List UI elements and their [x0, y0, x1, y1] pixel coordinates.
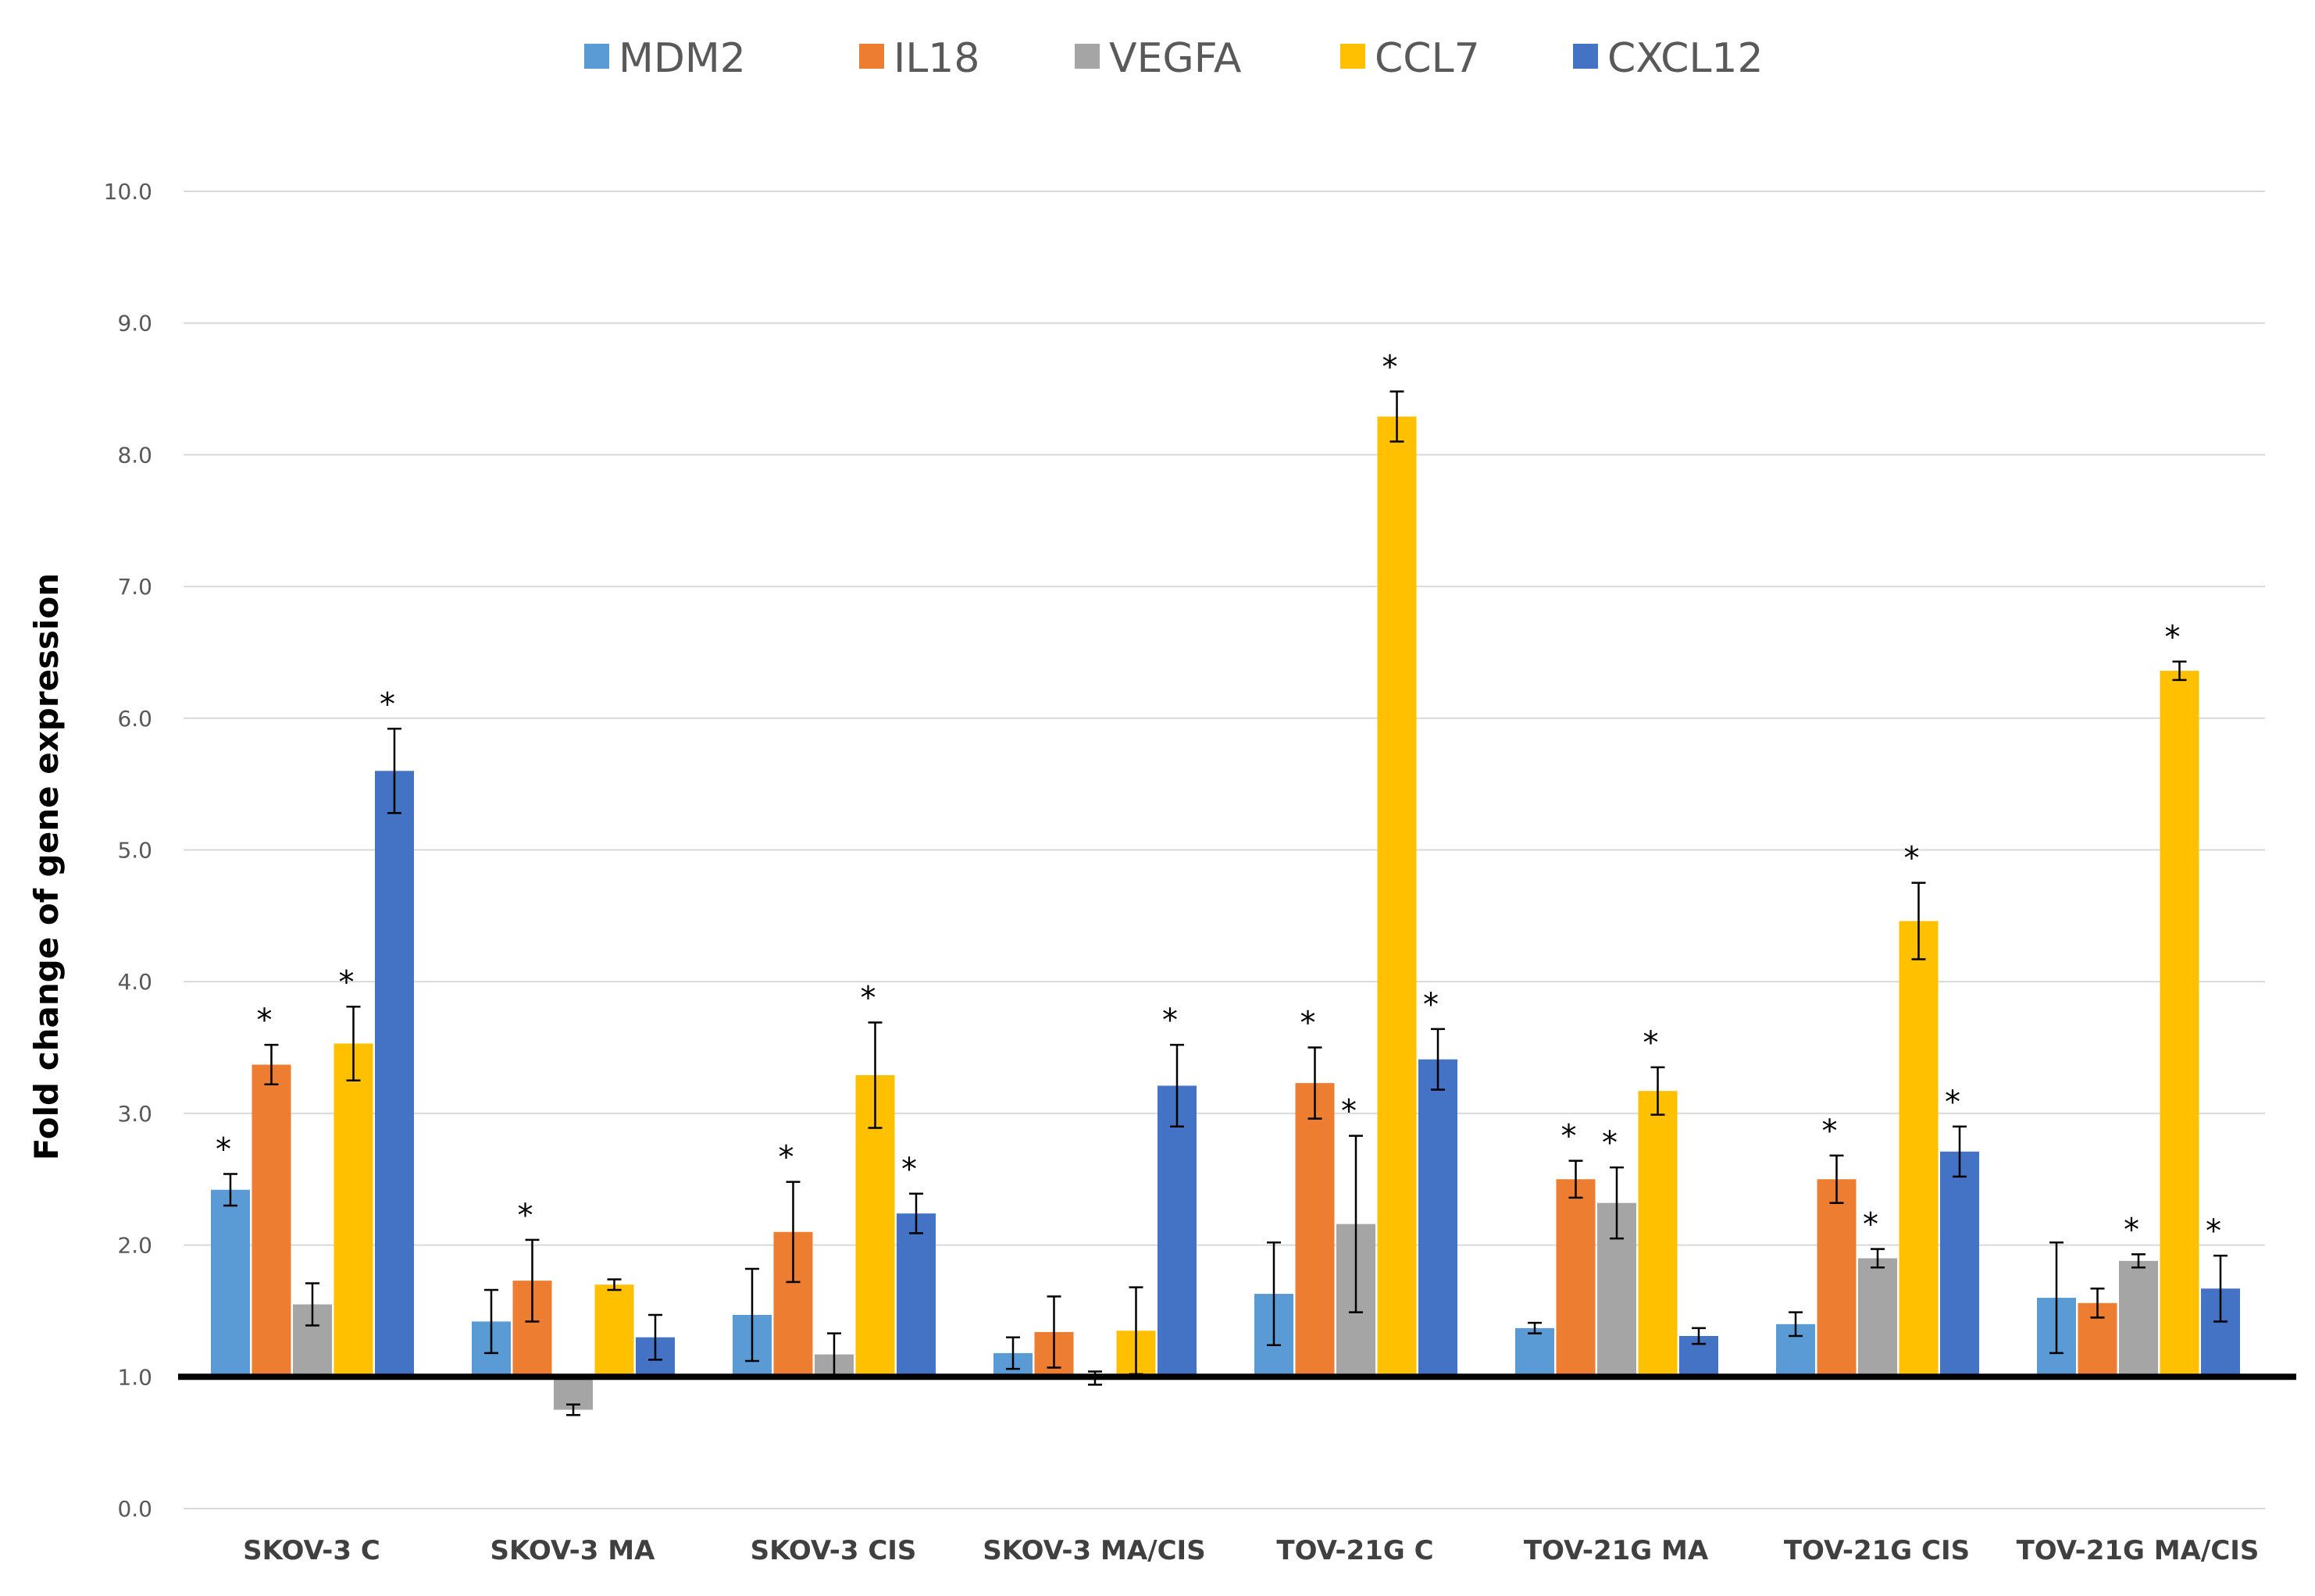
bar-il18-1 [251, 1064, 291, 1377]
bars [211, 416, 2240, 1410]
significance-star: * [1863, 1207, 1878, 1243]
legend-swatch-vegfa [1075, 44, 1100, 69]
significance-star: * [1602, 1125, 1618, 1161]
legend-label-mdm2: MDM2 [619, 35, 746, 82]
legend-swatch-cxcl12 [1573, 44, 1598, 69]
y-tick-label: 10.0 [104, 179, 152, 205]
x-tick-label: TOV-21G CIS [1784, 1535, 1970, 1566]
significance-star: * [2165, 619, 2181, 655]
x-tick-label: SKOV-3 C [243, 1535, 380, 1566]
y-tick-label: 3.0 [117, 1101, 152, 1127]
significance-star: * [1643, 1025, 1659, 1061]
bar-ccl7-7 [1899, 921, 1939, 1377]
y-tick-label: 0.0 [117, 1496, 152, 1522]
y-axis-ticks: 0.0 1.0 2.0 3.0 4.0 5.0 6.0 7.0 8.0 9.0 10.0 [104, 179, 152, 1522]
legend-swatch-mdm2 [584, 44, 609, 69]
significance-star: * [1162, 1003, 1178, 1038]
bar-ccl7-1 [334, 1043, 373, 1377]
bar-ccl7-5 [1377, 416, 1417, 1377]
y-tick-label: 7.0 [117, 574, 152, 600]
significance-star: * [1382, 349, 1398, 385]
significance-star: * [1904, 841, 1920, 877]
significance-star: * [1300, 1006, 1316, 1042]
bar-ccl7-8 [2160, 671, 2199, 1377]
significance-star: * [257, 1003, 273, 1038]
legend-swatch-il18 [859, 44, 884, 69]
bar-cxcl12-7 [1940, 1151, 1979, 1377]
significance-star: * [339, 964, 355, 1000]
bar-vegfa-8 [2119, 1260, 2158, 1377]
x-tick-label: SKOV-3 CIS [751, 1535, 917, 1566]
bar-cxcl12-1 [375, 771, 414, 1377]
bar-il18-5 [1295, 1083, 1335, 1377]
significance-star: * [779, 1140, 794, 1176]
significance-star: * [216, 1132, 231, 1168]
bar-cxcl12-3 [897, 1213, 936, 1377]
y-tick-label: 9.0 [117, 311, 152, 337]
significance-star: * [2124, 1212, 2139, 1248]
legend-label-il18: IL18 [894, 35, 979, 82]
y-tick-label: 6.0 [117, 706, 152, 732]
y-tick-label: 2.0 [117, 1233, 152, 1259]
significance-star: * [1561, 1119, 1577, 1155]
x-tick-label: SKOV-3 MA [490, 1535, 656, 1566]
legend-label-ccl7: CCL7 [1375, 35, 1480, 82]
significance-star: * [861, 980, 876, 1016]
y-tick-label: 5.0 [117, 838, 152, 864]
bar-cxcl12-4 [1158, 1085, 1197, 1377]
bar-ccl7-6 [1638, 1091, 1678, 1377]
legend-label-cxcl12: CXCL12 [1607, 35, 1764, 82]
significance-star: * [901, 1152, 917, 1188]
x-tick-label: SKOV-3 MA/CIS [983, 1535, 1205, 1566]
significance-star: * [1341, 1094, 1357, 1130]
legend-label-vegfa: VEGFA [1109, 35, 1242, 82]
bar-vegfa-7 [1858, 1258, 1897, 1377]
significance-star: * [2206, 1213, 2221, 1249]
x-tick-label: TOV-21G MA [1524, 1535, 1709, 1566]
legend-swatch-ccl7 [1340, 44, 1365, 69]
bar-mdm2-6 [1515, 1327, 1554, 1377]
x-axis-labels: SKOV-3 C SKOV-3 MA SKOV-3 CIS SKOV-3 MA/CIS… [243, 1535, 2259, 1566]
bar-ccl7-2 [594, 1284, 634, 1377]
significance-markers: * * * * * * * * * * * * * * * * * * * * * * * [216, 349, 2221, 1249]
y-tick-label: 1.0 [117, 1364, 152, 1390]
bar-il18-6 [1556, 1179, 1596, 1377]
error-bars [223, 390, 2228, 1416]
significance-star: * [380, 686, 395, 722]
significance-star: * [518, 1198, 533, 1234]
y-axis-title: Fold change of gene expression [27, 573, 66, 1160]
bar-mdm2-1 [211, 1189, 250, 1377]
significance-star: * [1822, 1113, 1838, 1149]
legend: MDM2 IL18 VEGFA CCL7 CXCL12 [584, 35, 1764, 82]
x-tick-label: TOV-21G MA/CIS [2017, 1535, 2260, 1566]
bar-il18-7 [1817, 1179, 1857, 1377]
bar-cxcl12-5 [1418, 1059, 1457, 1377]
significance-star: * [1945, 1085, 1960, 1120]
significance-star: * [1423, 987, 1439, 1023]
y-tick-label: 8.0 [117, 442, 152, 468]
x-tick-label: TOV-21G C [1276, 1535, 1433, 1566]
y-tick-label: 4.0 [117, 969, 152, 995]
